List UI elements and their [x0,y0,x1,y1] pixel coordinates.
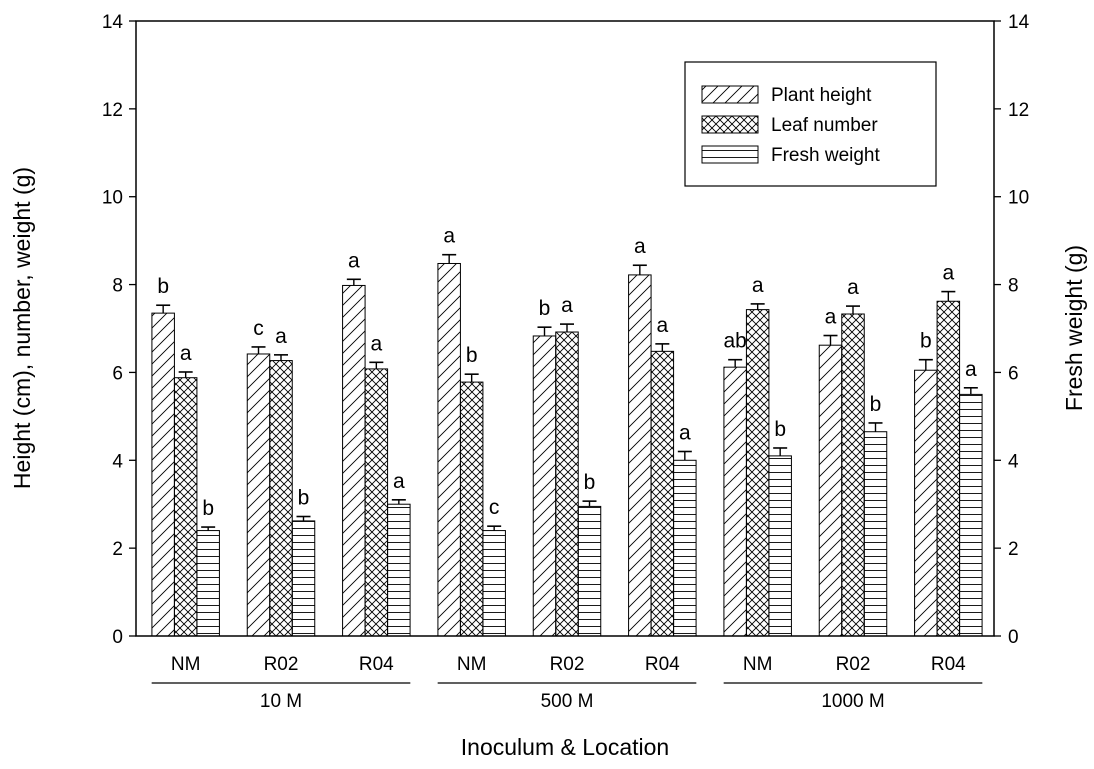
significance-label: b [870,393,882,416]
y-axis-title: Height (cm), number, weight (g) [9,167,35,489]
bar-plant-height [246,353,271,637]
bar-plant-height [723,366,747,637]
group-label: 10 M [260,691,302,712]
bar-fresh-weight [387,503,411,637]
significance-label: a [656,314,668,337]
category-label: NM [743,654,773,675]
category-labels: NM R02 R04 NM R02 R04 NM R02 R04 10 M 500 M 1000 M [151,654,983,712]
y-tick-label: 0 [112,627,123,648]
y2-tick-label: 8 [1008,276,1019,297]
bar-fresh-weight [673,459,697,637]
y2-tick-label: 6 [1008,363,1019,384]
legend-label-plant-height: Plant height [771,85,872,106]
bar-fresh-weight [959,393,983,637]
significance-label: b [298,487,310,510]
y-tick-label: 6 [112,363,123,384]
bar-plant-height [914,369,938,637]
significance-label: a [942,262,954,285]
bar-plant-height [532,335,557,637]
significance-label: a [752,274,764,297]
significance-label: a [348,249,360,272]
significance-label: b [466,344,478,367]
y2-tick-label: 2 [1008,539,1019,560]
legend-label-leaf-number: Leaf number [771,115,878,136]
bar-fresh-weight [291,520,316,637]
bar-plant-height [342,284,366,637]
significance-label: b [202,497,214,520]
significance-label: a [275,325,287,348]
bar-leaf-number [269,360,293,637]
category-label: R02 [836,654,871,675]
group-label: 1000 M [821,691,884,712]
legend-swatch-leaf-number [701,115,759,134]
y2-axis-title: Fresh weight (g) [1061,245,1087,411]
bar-leaf-number [459,381,484,637]
bar-plant-height [437,262,461,637]
significance-label: b [539,297,551,320]
bar-leaf-number [650,350,675,637]
y2-tick-label: 14 [1008,12,1030,33]
axis-ticks: 0 0 2 2 4 4 6 6 8 8 10 10 12 12 14 14 [102,12,1030,648]
y-tick-label: 14 [102,12,124,33]
bar-fresh-weight [863,431,888,637]
y-tick-label: 10 [102,188,123,209]
bar-plant-height [151,312,175,637]
significance-label: a [965,358,977,381]
bar-plant-height [628,274,652,637]
category-label: R02 [550,654,585,675]
significance-label: ab [723,330,746,353]
bar-leaf-number [936,300,961,637]
significance-label: a [847,276,859,299]
legend-label-fresh-weight: Fresh weight [771,145,880,166]
legend-swatch-plant-height [701,85,759,104]
significance-label: b [774,418,786,441]
bar-leaf-number [745,309,770,637]
y2-tick-label: 0 [1008,627,1019,648]
bar-leaf-number [555,331,579,637]
significance-label: a [443,225,455,248]
bar-fresh-weight [482,530,506,637]
y2-tick-label: 10 [1008,188,1029,209]
category-label: NM [171,654,201,675]
significance-label: b [920,330,932,353]
y-tick-label: 4 [112,451,123,472]
significance-label: a [180,342,192,365]
legend-swatch-fresh-weight [701,145,759,164]
bar-fresh-weight [768,455,792,637]
y2-tick-label: 4 [1008,451,1019,472]
bar-leaf-number [173,377,198,637]
category-label: R02 [264,654,299,675]
category-label: NM [457,654,487,675]
y2-tick-label: 12 [1008,100,1029,121]
bar-plant-height [818,344,843,637]
bar-fresh-weight [196,530,220,637]
category-label: R04 [359,654,394,675]
bar-leaf-number [841,313,865,637]
significance-label: a [393,470,405,493]
significance-label: b [584,471,596,494]
significance-label: c [253,317,264,340]
y-tick-label: 2 [112,539,123,560]
bar-leaf-number [364,368,389,637]
y-tick-label: 8 [112,276,123,297]
group-label: 500 M [541,691,594,712]
significance-label: a [561,294,573,317]
x-axis-title: Inoculum & Location [461,734,669,760]
y-tick-label: 12 [102,100,123,121]
significance-label: c [489,496,500,519]
significance-label: a [825,306,837,329]
significance-label: a [679,422,691,445]
category-label: R04 [931,654,966,675]
legend: Plant height Leaf number Fresh weight [684,61,937,187]
significance-label: a [370,332,382,355]
bar-fresh-weight [577,505,602,637]
significance-label: b [157,275,169,298]
significance-label: a [634,235,646,258]
category-label: R04 [645,654,680,675]
